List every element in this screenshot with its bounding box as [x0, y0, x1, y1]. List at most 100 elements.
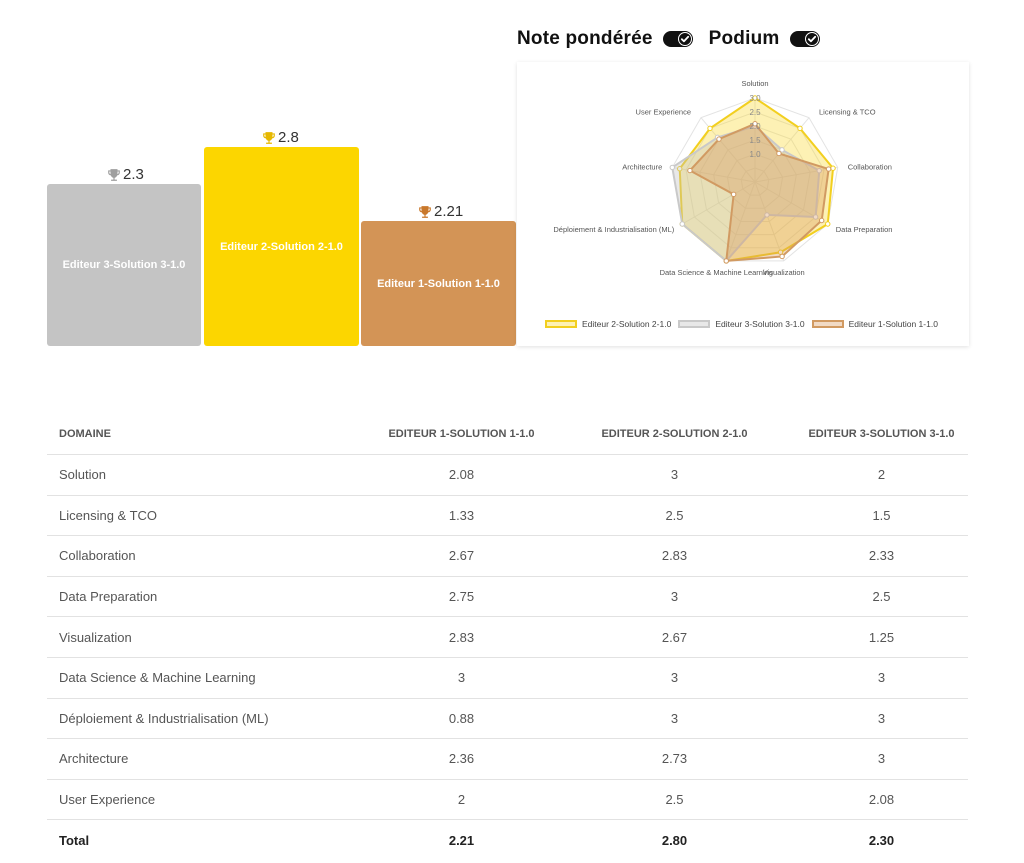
score-cell: 2	[369, 779, 554, 821]
radar-point[interactable]	[830, 165, 836, 171]
table-total-row: Total 2.21 2.80 2.30	[47, 820, 968, 860]
score-cell: 2.75	[369, 576, 554, 618]
radar-legend: Editeur 2-Solution 2-1.0 Editeur 3-Soluti…	[545, 319, 945, 329]
score-cell: 3	[554, 454, 795, 496]
radar-point[interactable]	[752, 121, 758, 127]
radar-tick-label: 2.0	[749, 122, 761, 131]
table-header-row: DOMAINE EDITEUR 1-SOLUTION 1-1.0 EDITEUR…	[47, 414, 968, 455]
score-cell: 2.73	[554, 738, 795, 780]
score-cell: 0.88	[369, 698, 554, 740]
total-score: 2.30	[868, 832, 895, 848]
radar-point[interactable]	[679, 221, 685, 227]
podium-toggle[interactable]	[789, 31, 820, 47]
domain-cell: Architecture	[47, 738, 369, 780]
legend-item[interactable]: Editeur 3-Solution 3-1.0	[678, 319, 805, 329]
radar-point[interactable]	[816, 167, 822, 174]
legend-swatch	[545, 320, 577, 328]
radar-point[interactable]	[723, 258, 729, 264]
radar-point[interactable]	[779, 147, 785, 153]
score-cell: 2.08	[369, 454, 554, 496]
weighted-score-toggle[interactable]	[662, 31, 693, 47]
weighted-score-label: Note pondérée	[517, 28, 653, 49]
radar-axis-label: Solution	[741, 79, 768, 88]
table-row: Collaboration 2.67 2.83 2.33	[47, 535, 968, 577]
radar-point[interactable]	[669, 164, 675, 171]
total-score: 2.21	[448, 832, 475, 848]
podium-bar-third[interactable]: Editeur 3-Solution 3-1.0	[47, 184, 201, 346]
legend-swatch	[811, 320, 844, 328]
radar-spoke	[754, 166, 838, 183]
table-row: Data Preparation 2.75 3 2.5	[47, 576, 968, 618]
column-header-solution-1[interactable]: EDITEUR 1-SOLUTION 1-1.0	[369, 414, 554, 455]
score-cell: 2.08	[795, 779, 968, 821]
legend-swatch	[678, 320, 711, 328]
radar-axis-label: Data Preparation	[836, 225, 893, 234]
table-row: Data Science & Machine Learning 3 3 3	[47, 657, 968, 699]
radar-axis-label: Déploiement & Industrialisation (ML)	[553, 225, 674, 234]
radar-point[interactable]	[818, 217, 825, 224]
radar-point[interactable]	[779, 253, 785, 260]
radar-tick-label: 1.0	[749, 150, 761, 159]
radar-grid-ring	[699, 125, 811, 236]
check-icon	[804, 32, 819, 46]
podium-bar-label: Editeur 3-Solution 3-1.0	[62, 259, 186, 271]
podium-bar-first[interactable]: Editeur 2-Solution 2-1.0	[204, 147, 359, 346]
podium-bar-label: Editeur 2-Solution 2-1.0	[220, 240, 343, 253]
radar-axis-label: Architecture	[622, 162, 662, 171]
domain-cell: Visualization	[47, 616, 369, 658]
radar-tick-label: 2.5	[749, 108, 761, 117]
domain-cell: Collaboration	[47, 535, 369, 577]
table-row: Solution 2.08 3 2	[47, 454, 968, 496]
trophy-icon	[263, 131, 275, 144]
radar-point[interactable]	[825, 166, 832, 172]
radar-spoke	[672, 166, 756, 183]
legend-label: Editeur 3-Solution 3-1.0	[715, 319, 805, 329]
radar-series-area[interactable]	[688, 122, 830, 263]
radar-chart: 1.0 1.5 2.0 2.5 3.0 Solution Licensing & TCO Co…	[553, 79, 893, 277]
legend-item[interactable]: Editeur 1-Solution 1-1.0	[811, 319, 938, 329]
radar-point[interactable]	[716, 136, 722, 142]
radar-point[interactable]	[812, 214, 819, 220]
radar-spoke	[725, 181, 756, 262]
column-header-solution-2[interactable]: EDITEUR 2-SOLUTION 2-1.0	[554, 414, 795, 455]
radar-tick-label: 1.5	[749, 136, 761, 145]
podium-label: Podium	[708, 28, 780, 49]
total-score: 2.80	[661, 832, 688, 848]
radar-grid-ring	[740, 167, 770, 196]
radar-point[interactable]	[797, 125, 803, 132]
radar-grid-ring	[726, 153, 784, 209]
podium-bar-second[interactable]: Editeur 1-Solution 1-1.0	[361, 221, 516, 346]
radar-axis-label: Collaboration	[848, 162, 892, 171]
radar-point[interactable]	[776, 150, 782, 157]
column-header-domain[interactable]: DOMAINE	[47, 414, 369, 455]
domain-cell: Déploiement & Industrialisation (ML)	[47, 698, 369, 740]
score-cell: 2.5	[795, 576, 968, 618]
table-row: Déploiement & Industrialisation (ML) 0.88…	[47, 698, 968, 740]
score-cell: 3	[795, 698, 968, 740]
trophy-icon	[419, 205, 431, 218]
domain-cell: User Experience	[47, 779, 369, 821]
total-label: Total	[59, 832, 90, 848]
podium-score-third: 2.3	[107, 166, 144, 183]
podium-bar-label: Editeur 1-Solution 1-1.0	[377, 277, 500, 290]
score-cell: 2.83	[554, 535, 795, 577]
radar-point[interactable]	[825, 221, 831, 227]
radar-point[interactable]	[677, 166, 683, 172]
score-cell: 1.5	[795, 495, 968, 537]
score-cell: 1.25	[795, 616, 968, 658]
radar-tick-label: 3.0	[749, 94, 761, 103]
score-cell: 1.33	[369, 495, 554, 537]
radar-point[interactable]	[764, 212, 770, 218]
radar-grid-ring	[671, 97, 839, 262]
radar-axis-label: User Experience	[636, 108, 691, 117]
legend-item[interactable]: Editeur 2-Solution 2-1.0	[545, 319, 671, 329]
radar-point[interactable]	[730, 191, 737, 198]
score-cell: 2.5	[554, 495, 795, 537]
score-cell: 3	[795, 657, 968, 699]
column-header-solution-3[interactable]: EDITEUR 3-SOLUTION 3-1.0	[795, 414, 968, 455]
radar-point[interactable]	[687, 167, 693, 174]
radar-point[interactable]	[752, 95, 758, 101]
score-cell: 3	[554, 698, 795, 740]
radar-point[interactable]	[707, 125, 713, 132]
radar-axis-label: Visualization	[763, 268, 805, 277]
